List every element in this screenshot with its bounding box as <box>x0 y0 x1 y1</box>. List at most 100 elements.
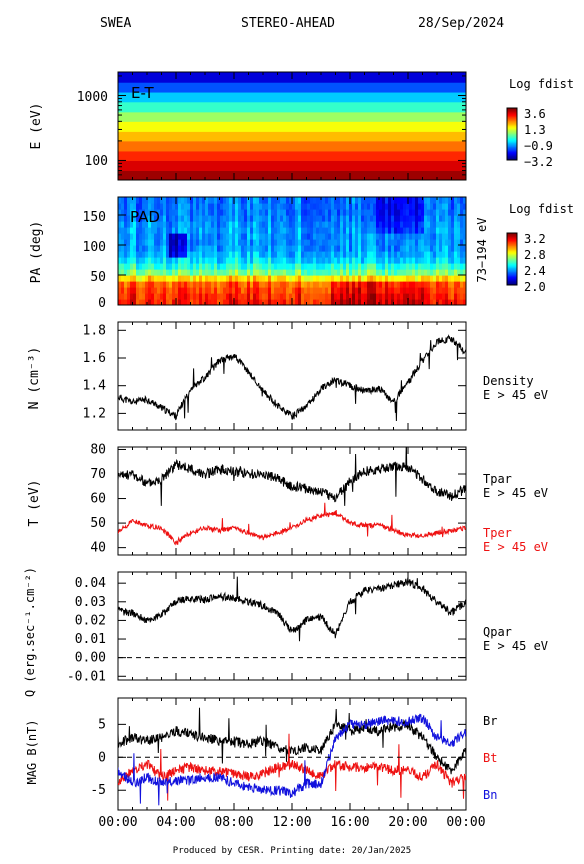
pad-cell <box>439 257 443 264</box>
pad-cell <box>247 239 251 246</box>
pad-cell <box>340 287 344 294</box>
pad-cell <box>307 221 311 228</box>
pad-cell <box>151 203 155 210</box>
pad-cell <box>253 275 257 282</box>
pad-cell <box>223 287 227 294</box>
pad-cell <box>421 257 425 264</box>
pad-cell <box>316 257 320 264</box>
pad-cell <box>394 209 398 216</box>
pad-cell <box>295 227 299 234</box>
pad-cell <box>202 251 206 258</box>
pad-cell <box>166 287 170 294</box>
pad-cell <box>166 299 170 305</box>
pad-cell <box>430 263 434 270</box>
pad-cell <box>463 293 466 300</box>
pad-cell <box>334 215 338 222</box>
pad-cell <box>448 251 452 258</box>
pad-cell <box>340 221 344 228</box>
pad-cell <box>376 215 380 222</box>
pad-cell <box>136 263 140 270</box>
pad-cell <box>421 287 425 294</box>
pad-cell <box>151 239 155 246</box>
pad-cell <box>253 299 257 305</box>
pad-cell <box>424 209 428 216</box>
pad-cell <box>217 269 221 276</box>
pad-cell <box>145 263 149 270</box>
pad-cell <box>211 299 215 305</box>
pad-cell <box>160 293 164 300</box>
pad-cell <box>325 281 329 288</box>
pad-cell <box>247 281 251 288</box>
pad-cell <box>364 269 368 276</box>
pad-cell <box>166 251 170 258</box>
pad-cell <box>382 245 386 252</box>
pad-cell <box>268 263 272 270</box>
pad-cell <box>388 293 392 300</box>
pad-cell <box>427 251 431 258</box>
pad-cell <box>148 203 152 210</box>
pad-cell <box>262 293 266 300</box>
pad-cell <box>169 203 173 210</box>
pad-cell <box>241 251 245 258</box>
pad-cell <box>331 215 335 222</box>
pad-cell <box>340 215 344 222</box>
pad-cell <box>226 287 230 294</box>
pad-cell <box>175 209 179 216</box>
pad-cell <box>424 245 428 252</box>
colorbar-cell <box>507 139 517 141</box>
colorbar-cell <box>507 233 517 235</box>
colorbar-cell <box>507 114 517 117</box>
pad-cell <box>253 257 257 264</box>
pad-cell <box>118 275 122 282</box>
pad-cell <box>259 221 263 228</box>
pad-cell <box>331 269 335 276</box>
pad-cell <box>277 269 281 276</box>
pad-cell <box>379 281 383 288</box>
pad-cell <box>283 293 287 300</box>
pad-cell <box>136 203 140 210</box>
pad-cell <box>415 233 419 240</box>
pad-cell <box>289 203 293 210</box>
pad-cell <box>220 263 224 270</box>
pad-cell <box>316 227 320 234</box>
pad-cell <box>442 197 446 204</box>
pad-cell <box>373 287 377 294</box>
pad-cell <box>283 209 287 216</box>
pad-cell <box>205 233 209 240</box>
pad-cell <box>193 275 197 282</box>
pad-cell <box>211 269 215 276</box>
pad-cell <box>259 215 263 222</box>
pad-cell <box>385 203 389 210</box>
pad-cell <box>313 233 317 240</box>
pad-cell <box>148 209 152 216</box>
pad-cell <box>457 215 461 222</box>
pad-cell <box>397 257 401 264</box>
ytick-label: 70 <box>90 467 106 482</box>
pad-cell <box>460 293 464 300</box>
pad-cell <box>160 221 164 228</box>
pad-cell <box>226 227 230 234</box>
pad-cell <box>367 251 371 258</box>
pad-cell <box>184 215 188 222</box>
pad-cell <box>232 287 236 294</box>
pad-cell <box>394 275 398 282</box>
pad-cell <box>382 269 386 276</box>
pad-cell <box>184 263 188 270</box>
pad-cell <box>322 269 326 276</box>
pad-ytick-50: 50 <box>90 270 106 285</box>
pad-cell <box>280 203 284 210</box>
pad-cell <box>400 293 404 300</box>
pad-cell <box>283 197 287 204</box>
pad-cell <box>346 257 350 264</box>
pad-cell <box>196 227 200 234</box>
colorbar-cell <box>507 257 517 260</box>
pad-cell <box>358 215 362 222</box>
pad-cell <box>433 209 437 216</box>
pad-cell <box>229 209 233 216</box>
pad-heatmap <box>118 197 466 305</box>
pad-cell <box>352 269 356 276</box>
pad-cell <box>184 221 188 228</box>
instrument-title: SWEA <box>100 16 131 31</box>
pad-cell <box>238 233 242 240</box>
colorbar-cell <box>507 115 517 118</box>
